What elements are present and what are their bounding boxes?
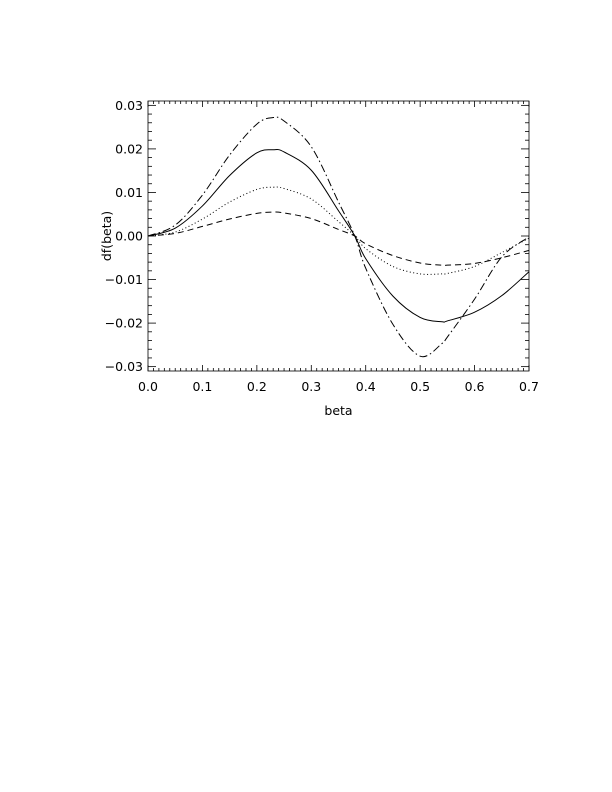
x-tick-label: 0.3	[301, 379, 321, 394]
series	[147, 116, 530, 358]
x-tick-label: 0.0	[138, 379, 158, 394]
x-tick-label: 0.6	[465, 379, 485, 394]
x-axis-label: beta	[324, 403, 352, 418]
x-tick-label: 0.2	[247, 379, 267, 394]
x-tick-label: 0.1	[192, 379, 212, 394]
y-tick-label: 0.00	[115, 229, 143, 244]
y-tick-label: −0.03	[105, 359, 143, 374]
series-line-dash-dot	[147, 116, 530, 358]
plot-frame	[147, 100, 530, 372]
y-tick-label: 0.01	[115, 185, 143, 200]
x-tick-label: 0.5	[410, 379, 430, 394]
x-tick-label: 0.4	[356, 379, 376, 394]
y-tick-label: −0.01	[105, 272, 143, 287]
y-tick-label: −0.02	[105, 316, 143, 331]
y-tick-label: 0.02	[115, 141, 143, 156]
x-tick-label: 0.7	[519, 379, 539, 394]
ticks	[147, 101, 530, 371]
series-line-solid	[147, 148, 530, 323]
y-axis-label: df(beta)	[99, 211, 114, 261]
series-line-dashed	[147, 211, 530, 266]
y-tick-label: 0.03	[115, 98, 143, 113]
series-line-dotted	[147, 186, 530, 275]
tick-labels: 0.0 0.1 0.2 0.3 0.4 0.5 0.6 0.7 −0.03 −0.02 −0.01 0…	[105, 98, 539, 394]
